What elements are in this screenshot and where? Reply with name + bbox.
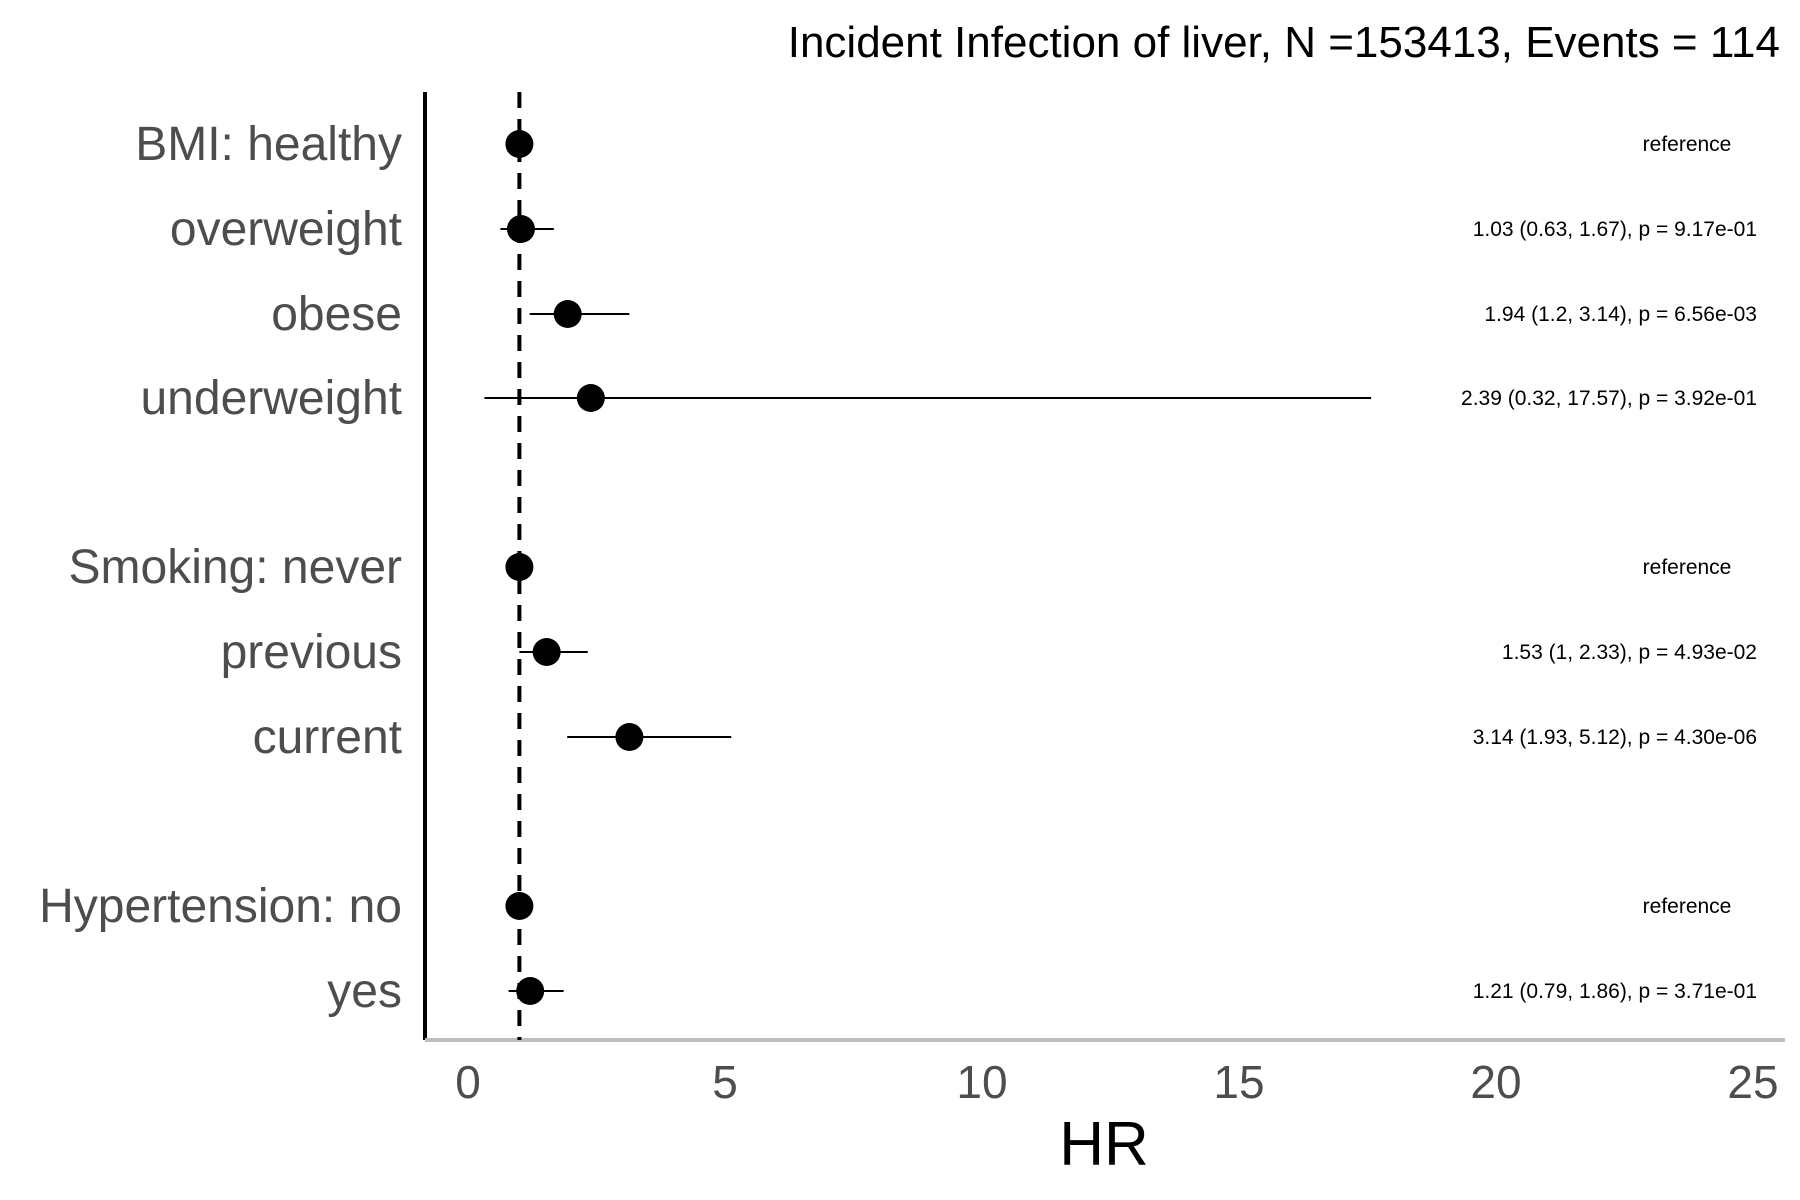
x-axis-title: HR <box>1059 1110 1149 1179</box>
forest-row: overweight 1.03 (0.63, 1.67), p = 9.17e-0… <box>170 203 1757 256</box>
forest-row: Smoking: never reference <box>69 541 1732 594</box>
row-label: obese <box>271 288 402 341</box>
x-tick-label: 20 <box>1470 1056 1521 1108</box>
row-annotation: 3.14 (1.93, 5.12), p = 4.30e-06 <box>1473 726 1757 749</box>
row-annotation: reference <box>1643 133 1732 156</box>
row-label: previous <box>221 626 402 679</box>
x-tick-label: 25 <box>1727 1056 1778 1108</box>
row-annotation: 1.53 (1, 2.33), p = 4.93e-02 <box>1502 641 1757 664</box>
row-label: underweight <box>140 372 402 425</box>
forest-row: yes 1.21 (0.79, 1.86), p = 3.71e-01 <box>327 965 1757 1018</box>
row-label: Hypertension: no <box>39 880 402 933</box>
hr-point <box>505 892 534 920</box>
row-annotation: reference <box>1643 556 1732 579</box>
x-tick-label: 0 <box>455 1056 481 1108</box>
forest-row: Hypertension: no reference <box>39 880 1731 933</box>
hr-point <box>516 977 545 1005</box>
row-annotation: 2.39 (0.32, 17.57), p = 3.92e-01 <box>1461 387 1757 410</box>
forest-row: current 3.14 (1.93, 5.12), p = 4.30e-06 <box>253 711 1757 764</box>
row-annotation: 1.94 (1.2, 3.14), p = 6.56e-03 <box>1484 303 1757 326</box>
hr-point <box>615 723 644 751</box>
row-label: BMI: healthy <box>135 118 402 171</box>
x-tick-label: 10 <box>956 1056 1007 1108</box>
row-label: yes <box>327 965 402 1018</box>
row-label: current <box>253 711 402 764</box>
forest-row: previous 1.53 (1, 2.33), p = 4.93e-02 <box>221 626 1757 679</box>
row-annotation: reference <box>1643 895 1732 918</box>
row-annotation: 1.03 (0.63, 1.67), p = 9.17e-01 <box>1473 218 1757 241</box>
hr-point <box>553 300 582 328</box>
hr-point <box>505 553 534 581</box>
forest-row: underweight 2.39 (0.32, 17.57), p = 3.92e… <box>140 372 1757 425</box>
forest-row: BMI: healthy reference <box>135 118 1731 171</box>
x-tick-label: 15 <box>1213 1056 1264 1108</box>
row-label: overweight <box>170 203 402 256</box>
hr-point <box>576 384 605 412</box>
hr-point <box>532 638 561 666</box>
row-annotation: 1.21 (0.79, 1.86), p = 3.71e-01 <box>1473 980 1757 1003</box>
chart-title: Incident Infection of liver, N =153413, … <box>788 18 1780 67</box>
x-tick-label: 5 <box>712 1056 738 1108</box>
forest-row: obese 1.94 (1.2, 3.14), p = 6.56e-03 <box>271 288 1757 341</box>
hr-point <box>506 215 535 243</box>
row-label: Smoking: never <box>69 541 403 594</box>
hr-point <box>505 130 534 158</box>
